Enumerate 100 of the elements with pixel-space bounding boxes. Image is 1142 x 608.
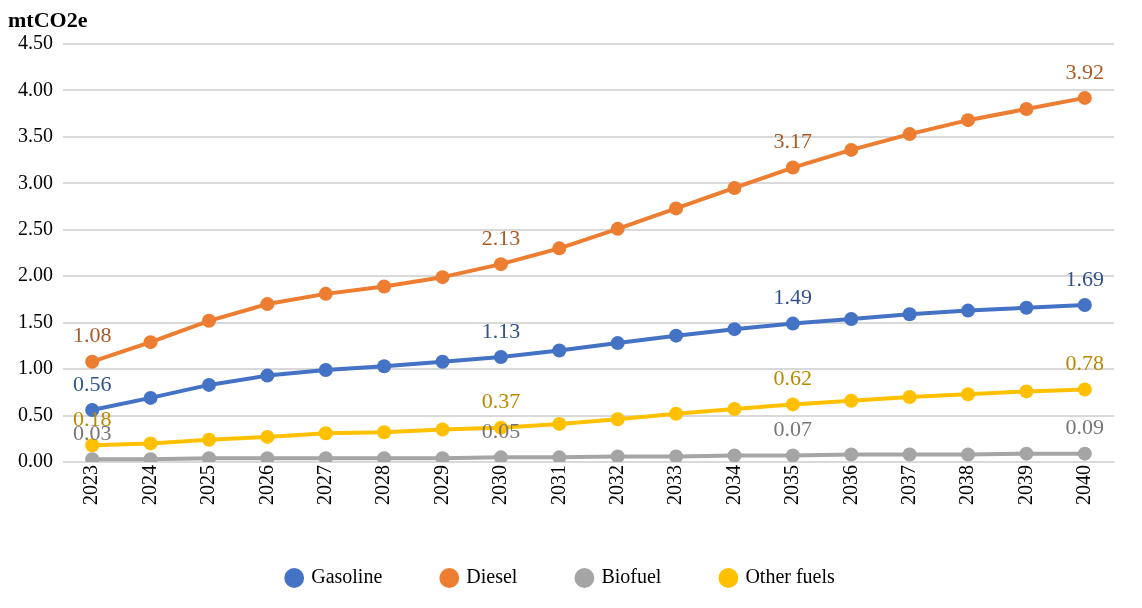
point [1077, 446, 1092, 461]
point [727, 322, 742, 337]
point [435, 422, 450, 437]
point [785, 316, 800, 331]
point [377, 425, 392, 440]
point [727, 448, 742, 462]
data-label: 1.13 [481, 317, 521, 343]
point [961, 113, 976, 128]
point [318, 426, 333, 441]
x-tick-label: 2028 [371, 465, 394, 505]
point [1077, 90, 1092, 105]
point [902, 127, 917, 142]
point [610, 221, 625, 236]
data-label: 3.17 [773, 128, 813, 154]
point [961, 447, 976, 462]
point [435, 270, 450, 285]
x-tick-label: 2024 [137, 465, 160, 505]
data-label: 0.56 [72, 370, 112, 396]
data-label: 2.13 [481, 224, 521, 250]
point [610, 449, 625, 462]
point [727, 402, 742, 417]
data-label: 0.78 [1065, 350, 1105, 376]
point [1077, 298, 1092, 313]
data-label: 0.09 [1065, 414, 1105, 440]
point [669, 201, 684, 216]
point [260, 297, 275, 312]
legend-label: Biofuel [601, 565, 662, 588]
x-tick-label: 2029 [429, 465, 452, 505]
point [902, 389, 917, 404]
point [1019, 102, 1034, 117]
point [610, 412, 625, 427]
x-tick-label: 2032 [604, 465, 627, 505]
x-tick-label: 2040 [1072, 465, 1095, 505]
point [143, 390, 158, 405]
point [85, 354, 100, 369]
point [844, 142, 859, 157]
point [493, 450, 508, 462]
point [669, 328, 684, 343]
point [610, 336, 625, 351]
data-label: 1.08 [72, 322, 112, 348]
data-label: 0.37 [481, 388, 521, 414]
x-tick-label: 2034 [721, 465, 744, 505]
y-tick-label: 0.50 [18, 402, 53, 425]
point [552, 450, 567, 462]
point [552, 343, 567, 358]
data-label: 0.62 [773, 365, 813, 391]
x-tick-label: 2023 [79, 465, 102, 505]
point [902, 307, 917, 322]
y-tick-label: 2.50 [18, 217, 53, 240]
point [377, 359, 392, 374]
x-tick-label: 2025 [196, 465, 219, 505]
point [493, 350, 508, 365]
x-tick-label: 2036 [838, 465, 861, 505]
point [1019, 446, 1034, 461]
x-tick-label: 2037 [896, 465, 919, 505]
y-tick-label: 2.00 [18, 263, 53, 286]
y-tick-label: 4.00 [18, 77, 53, 100]
point [727, 180, 742, 195]
point [260, 368, 275, 383]
point [844, 393, 859, 408]
point [493, 257, 508, 272]
point [961, 303, 976, 318]
point [552, 241, 567, 256]
x-tick-label: 2030 [488, 465, 511, 505]
x-tick-label: 2038 [955, 465, 978, 505]
y-axis-title: mtCO2e [8, 6, 88, 32]
y-tick-label: 0.00 [18, 449, 53, 472]
x-tick-label: 2026 [254, 465, 277, 505]
x-tick-label: 2027 [313, 465, 335, 505]
point [201, 313, 216, 328]
point [260, 429, 275, 444]
point [785, 397, 800, 412]
x-tick-label: 2031 [546, 465, 569, 505]
x-tick-label: 2035 [780, 465, 803, 505]
y-tick-label: 3.50 [18, 124, 53, 147]
point [143, 335, 158, 350]
y-tick-label: 4.50 [18, 31, 53, 54]
point [201, 432, 216, 447]
point [961, 387, 976, 402]
data-label: 1.69 [1065, 265, 1105, 291]
point [669, 406, 684, 421]
point [435, 354, 450, 369]
point [669, 449, 684, 462]
point [1077, 382, 1092, 397]
point [785, 448, 800, 462]
data-label: 1.49 [773, 284, 813, 310]
point [201, 377, 216, 392]
x-tick-label: 2039 [1013, 465, 1036, 505]
point [1019, 384, 1034, 399]
data-label: 0.07 [773, 416, 813, 442]
data-label: 3.92 [1065, 58, 1105, 84]
point [902, 447, 917, 462]
legend-label: Diesel [466, 565, 518, 588]
point [318, 363, 333, 378]
point [844, 311, 859, 326]
y-tick-label: 1.50 [18, 309, 53, 332]
point [844, 447, 859, 462]
point [785, 160, 800, 175]
legend-label: Gasoline [311, 565, 383, 588]
point [552, 416, 567, 431]
